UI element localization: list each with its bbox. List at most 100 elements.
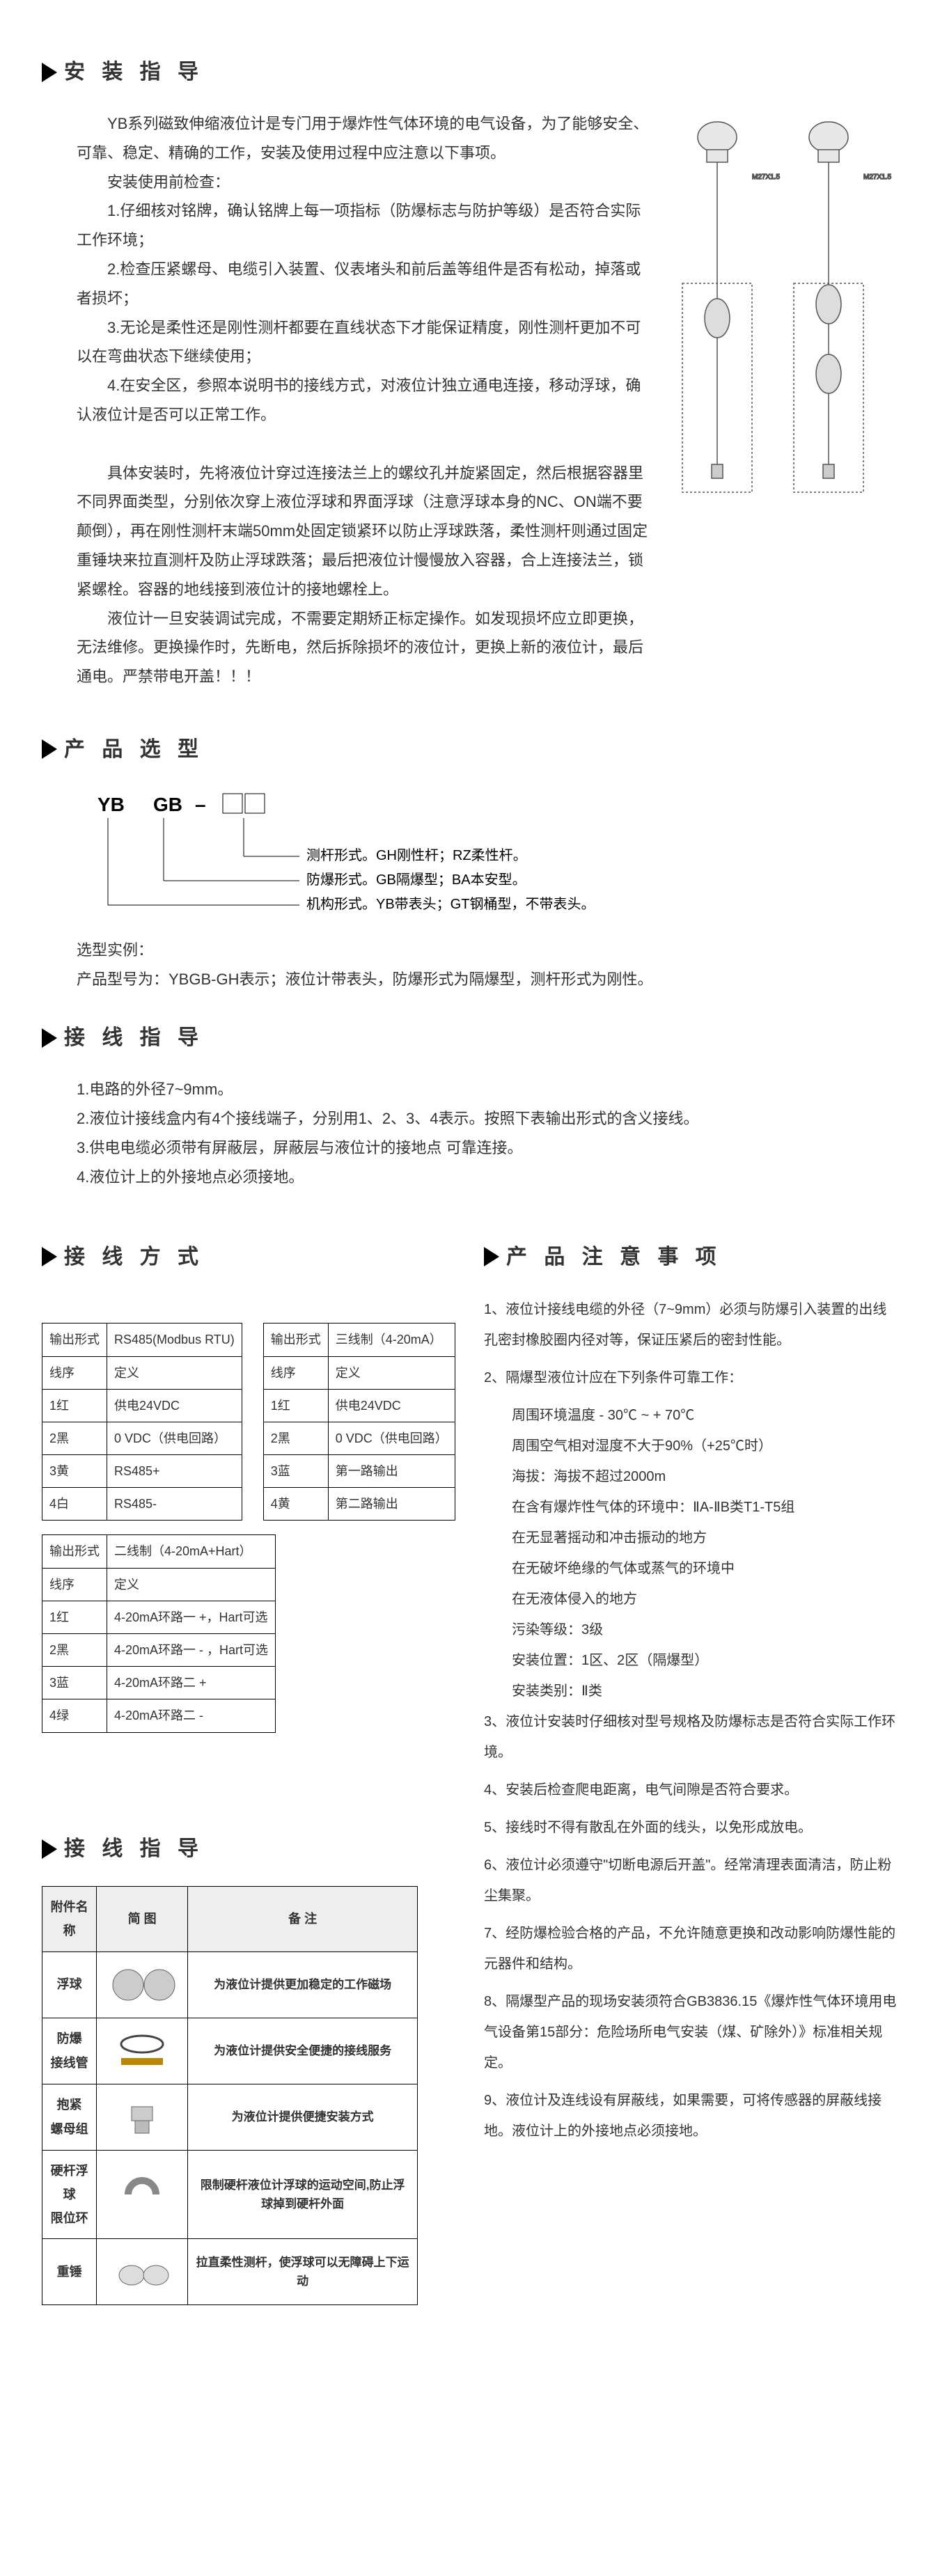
acc-img: [97, 2150, 188, 2239]
wiring-guide-item: 3.供电电缆必须带有屏蔽层，屏蔽层与液位计的接地点 可靠连接。: [77, 1133, 898, 1163]
acc-hdr: 备 注: [188, 1887, 418, 1951]
install-p1: YB系列磁致伸缩液位计是专门用于爆炸性气体环境的电气设备，为了能够安全、可靠、稳…: [77, 109, 655, 168]
cell: 线序: [42, 1356, 107, 1389]
acc-img: [97, 2239, 188, 2305]
acc-name: 重锤: [42, 2239, 97, 2305]
notice-sub: 在无显著摇动和冲击振动的地方: [484, 1523, 898, 1553]
notice-sub: 海拔：海拔不超过2000m: [484, 1461, 898, 1492]
acc-name: 浮球: [42, 1951, 97, 2018]
acc-hdr: 简 图: [97, 1887, 188, 1951]
two-column-layout: 接 线 方 式 输出形式RS485(Modbus RTU) 线序定义 1红供电2…: [42, 1213, 898, 2306]
cell: 4绿: [42, 1699, 107, 1732]
wiring-guide-item: 1.电路的外径7~9mm。: [77, 1075, 898, 1104]
install-p2: 安装使用前检查：: [77, 168, 655, 197]
notice-item: 2、隔爆型液位计应在下列条件可靠工作：: [484, 1362, 898, 1393]
cell: 二线制（4-20mA+Hart）: [107, 1535, 276, 1568]
acc-note: 为液位计提供便捷安装方式: [188, 2084, 418, 2150]
install-p3: 1.仔细核对铭牌，确认铭牌上每一项指标（防爆标志与防护等级）是否符合实际工作环境…: [77, 196, 655, 255]
section-title: 接 线 方 式: [64, 1237, 204, 1277]
cell: 输出形式: [263, 1324, 328, 1356]
model-code-diagram-icon: YB GB – 测杆形式。GH刚性杆；RZ柔性杆。 防爆形式。GB隔爆型；BA本…: [77, 787, 620, 926]
section-header-wiring-method: 接 线 方 式: [42, 1237, 456, 1277]
acc-name: 硬杆浮球 限位环: [42, 2150, 97, 2239]
acc-name: 抱紧 螺母组: [42, 2084, 97, 2150]
cell: 输出形式: [42, 1535, 107, 1568]
notice-item: 6、液位计必须遵守"切断电源后开盖"。经常清理表面清洁，防止粉尘集聚。: [484, 1850, 898, 1911]
notice-item: 7、经防爆检验合格的产品，不允许随意更换和改动影响防爆性能的元器件和结构。: [484, 1918, 898, 1979]
cell: 输出形式: [42, 1324, 107, 1356]
acc-note: 限制硬杆液位计浮球的运动空间,防止浮球掉到硬杆外面: [188, 2150, 418, 2239]
acc-note: 为液位计提供安全便捷的接线服务: [188, 2018, 418, 2084]
install-p7: 具体安装时，先将液位计穿过连接法兰上的螺纹孔并旋紧固定，然后根据容器里不同界面类…: [77, 459, 655, 604]
cell: 0 VDC（供电回路）: [328, 1422, 455, 1454]
cell: 第二路输出: [328, 1488, 455, 1521]
model-example: 产品型号为：YBGB-GH表示；液位计带表头，防爆形式为隔爆型，测杆形式为刚性。: [77, 965, 898, 994]
accessories-table: 附件名称 简 图 备 注 浮球 为液位计提供更加稳定的工作磁场 防爆 接线管 为…: [42, 1886, 418, 2305]
model-diagram: YB GB – 测杆形式。GH刚性杆；RZ柔性杆。 防爆形式。GB隔爆型；BA本…: [77, 787, 898, 994]
svg-text:GB: GB: [153, 794, 182, 815]
cell: RS485(Modbus RTU): [107, 1324, 242, 1356]
svg-text:M27X1.5: M27X1.5: [752, 173, 780, 181]
install-p5: 3.无论是柔性还是刚性测杆都要在直线状态下才能保证精度，刚性测杆更加不可以在弯曲…: [77, 313, 655, 372]
wiring-table-1: 输出形式RS485(Modbus RTU) 线序定义 1红供电24VDC 2黑0…: [42, 1323, 242, 1521]
float-ball-icon: [107, 1964, 177, 2006]
cell: 4-20mA环路二 +: [107, 1667, 276, 1699]
cell: RS485+: [107, 1455, 242, 1488]
svg-text:–: –: [195, 794, 206, 815]
cell: 3蓝: [42, 1667, 107, 1699]
device-diagram: M27X1.5 M27X1.5: [655, 109, 898, 705]
section-title: 产 品 选 型: [64, 730, 204, 769]
section-header-wiring-guide2: 接 线 指 导: [42, 1829, 456, 1869]
triangle-icon: [42, 1839, 57, 1859]
notice-sub: 在无液体侵入的地方: [484, 1584, 898, 1615]
cell: 2黑: [42, 1422, 107, 1454]
acc-img: [97, 2084, 188, 2150]
install-p6: 4.在安全区，参照本说明书的接线方式，对液位计独立通电连接，移动浮球，确认液位计…: [77, 371, 655, 430]
cell: 供电24VDC: [328, 1389, 455, 1422]
cell: 3黄: [42, 1455, 107, 1488]
cell: 1红: [263, 1389, 328, 1422]
wiring-guide-list: 1.电路的外径7~9mm。 2.液位计接线盒内有4个接线端子，分别用1、2、3、…: [42, 1075, 898, 1191]
triangle-icon: [42, 1247, 57, 1266]
cell: 1红: [42, 1389, 107, 1422]
cell: 三线制（4-20mA）: [328, 1324, 455, 1356]
clamp-nut-icon: [107, 2096, 177, 2138]
triangle-icon: [42, 739, 57, 759]
notice-sub: 安装位置：1区、2区（隔爆型）: [484, 1645, 898, 1676]
cell: 定义: [107, 1356, 242, 1389]
limit-ring-icon: [107, 2174, 177, 2215]
acc-name: 防爆 接线管: [42, 2018, 97, 2084]
section-title: 产 品 注 意 事 项: [506, 1237, 722, 1277]
svg-text:测杆形式。GH刚性杆；RZ柔性杆。: 测杆形式。GH刚性杆；RZ柔性杆。: [306, 847, 527, 863]
cell: 4-20mA环路二 -: [107, 1699, 276, 1732]
notice-sub: 在含有爆炸性气体的环境中：ⅡA-ⅡB类T1-T5组: [484, 1492, 898, 1523]
acc-note: 拉直柔性测杆，使浮球可以无障碍上下运动: [188, 2239, 418, 2305]
notice-sub: 在无破坏绝缘的气体或蒸气的环境中: [484, 1553, 898, 1584]
section-title: 接 线 指 导: [64, 1829, 204, 1869]
notice-sub: 周围环境温度 - 30℃ ~ + 70℃: [484, 1400, 898, 1431]
acc-hdr: 附件名称: [42, 1887, 97, 1951]
triangle-icon: [484, 1247, 499, 1266]
section-title: 接 线 指 导: [64, 1018, 204, 1058]
notice-sub: 周围空气相对湿度不大于90%（+25℃时）: [484, 1431, 898, 1461]
triangle-icon: [42, 1028, 57, 1048]
cell: 3蓝: [263, 1455, 328, 1488]
install-p8: 液位计一旦安装调试完成，不需要定期矫正标定操作。如发现损坏应立即更换，无法维修。…: [77, 604, 655, 691]
cell: 4-20mA环路一 - ，Hart可选: [107, 1634, 276, 1667]
acc-img: [97, 2018, 188, 2084]
section-title: 安 装 指 导: [64, 52, 204, 92]
cell: 定义: [328, 1356, 455, 1389]
section-header-wiring-guide: 接 线 指 导: [42, 1018, 898, 1058]
notice-list: 1、液位计接线电缆的外径（7~9mm）必须与防爆引入装置的出线孔密封橡胶圈内径对…: [484, 1294, 898, 2146]
section-header-notice: 产 品 注 意 事 项: [484, 1237, 898, 1277]
cell: 0 VDC（供电回路）: [107, 1422, 242, 1454]
cell: 2黑: [263, 1422, 328, 1454]
weight-hammer-icon: [107, 2251, 177, 2293]
cell: 4-20mA环路一 +，Hart可选: [107, 1601, 276, 1633]
svg-text:M27X1.5: M27X1.5: [863, 173, 891, 181]
notice-item: 8、隔爆型产品的现场安装须符合GB3836.15《爆炸性气体环境用电气设备第15…: [484, 1986, 898, 2078]
cell: 线序: [42, 1568, 107, 1601]
notice-sub: 安装类别：Ⅱ类: [484, 1676, 898, 1706]
triangle-icon: [42, 63, 57, 82]
cell: 1红: [42, 1601, 107, 1633]
